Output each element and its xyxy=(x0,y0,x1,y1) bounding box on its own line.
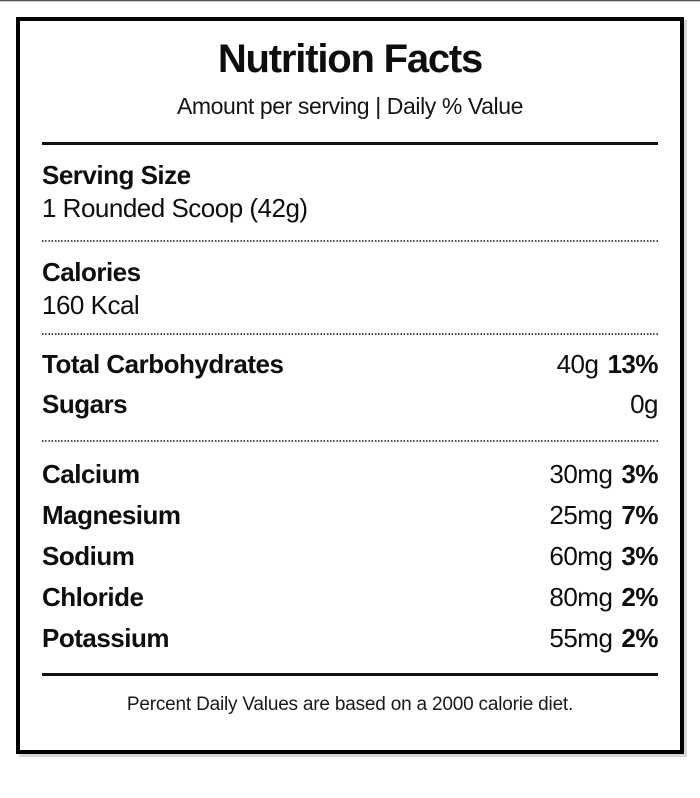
nutrient-amount: 25mg xyxy=(549,500,613,530)
serving-size-section: Serving Size 1 Rounded Scoop (42g) xyxy=(42,145,658,240)
nutrient-daily-value: 2% xyxy=(621,623,658,653)
divider-dotted-2 xyxy=(42,333,658,335)
serving-size-label: Serving Size xyxy=(42,160,191,190)
nutrient-amount: 80mg xyxy=(549,582,613,612)
nutrient-row-total-carbohydrates: Total Carbohydrates 40g 13% xyxy=(42,344,658,384)
daily-value-footnote: Percent Daily Values are based on a 2000… xyxy=(126,694,574,715)
divider-thick-footer xyxy=(42,673,658,676)
minerals-section: Calcium 30mg 3% Magnesium 25mg 7% Sodium 6… xyxy=(42,442,658,673)
calories-label: Calories xyxy=(42,257,141,287)
divider-dotted-3 xyxy=(42,440,658,442)
nutrient-row-potassium: Potassium 55mg 2% xyxy=(42,618,658,659)
nutrient-name: Sodium xyxy=(42,541,135,571)
nutrient-name: Total Carbohydrates xyxy=(42,349,284,379)
nutrient-value: 25mg 7% xyxy=(549,495,658,536)
nutrient-amount: 0g xyxy=(630,389,658,419)
carbohydrates-section: Total Carbohydrates 40g 13% Sugars 0g xyxy=(42,335,658,440)
screen-top-edge xyxy=(0,0,700,2)
nutrient-row-magnesium: Magnesium 25mg 7% xyxy=(42,495,658,536)
nutrient-daily-value: 3% xyxy=(621,541,658,571)
nutrient-row-chloride: Chloride 80mg 2% xyxy=(42,577,658,618)
nutrient-value: 30mg 3% xyxy=(549,454,658,495)
nutrient-row-calcium: Calcium 30mg 3% xyxy=(42,454,658,495)
nutrient-value: 40g 13% xyxy=(556,344,659,384)
calories-value: 160 Kcal xyxy=(42,290,140,320)
serving-size-value: 1 Rounded Scoop (42g) xyxy=(42,193,308,223)
divider-dotted-1 xyxy=(42,240,658,242)
nutrient-daily-value: 7% xyxy=(621,500,658,530)
nutrient-daily-value: 13% xyxy=(607,349,658,379)
nutrient-daily-value: 3% xyxy=(621,459,658,489)
nutrient-amount: 60mg xyxy=(549,541,613,571)
nutrient-daily-value: 2% xyxy=(621,582,658,612)
label-subtitle: Amount per serving | Daily % Value xyxy=(176,93,524,119)
nutrient-value: 55mg 2% xyxy=(549,618,658,659)
nutrient-row-sugars: Sugars 0g xyxy=(42,384,658,424)
nutrient-name: Potassium xyxy=(42,623,170,653)
nutrient-value: 60mg 3% xyxy=(549,536,658,577)
nutrient-amount: 55mg xyxy=(549,623,613,653)
nutrient-name: Chloride xyxy=(42,582,144,612)
nutrient-name: Sugars xyxy=(42,389,128,419)
nutrition-facts-label: Nutrition Facts Amount per serving | Dai… xyxy=(16,17,684,754)
nutrient-value: 80mg 2% xyxy=(549,577,658,618)
nutrient-name: Magnesium xyxy=(42,500,181,530)
label-title: Nutrition Facts xyxy=(217,37,483,81)
nutrient-value: 0g xyxy=(630,384,658,424)
nutrient-amount: 30mg xyxy=(549,459,613,489)
divider-thick-header xyxy=(42,142,658,145)
nutrient-name: Calcium xyxy=(42,459,140,489)
calories-section: Calories 160 Kcal xyxy=(42,242,658,333)
nutrient-row-sodium: Sodium 60mg 3% xyxy=(42,536,658,577)
nutrient-amount: 40g xyxy=(556,349,599,379)
